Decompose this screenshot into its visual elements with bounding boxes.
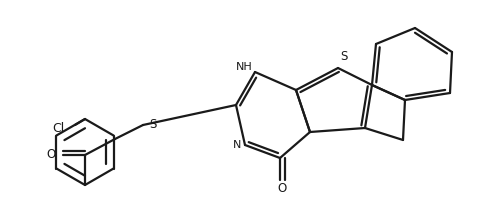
Text: N: N bbox=[233, 140, 241, 150]
Text: S: S bbox=[149, 118, 156, 131]
Text: Cl: Cl bbox=[53, 122, 65, 135]
Text: O: O bbox=[47, 149, 56, 162]
Text: O: O bbox=[277, 183, 286, 196]
Text: S: S bbox=[340, 50, 347, 63]
Text: NH: NH bbox=[236, 62, 253, 72]
